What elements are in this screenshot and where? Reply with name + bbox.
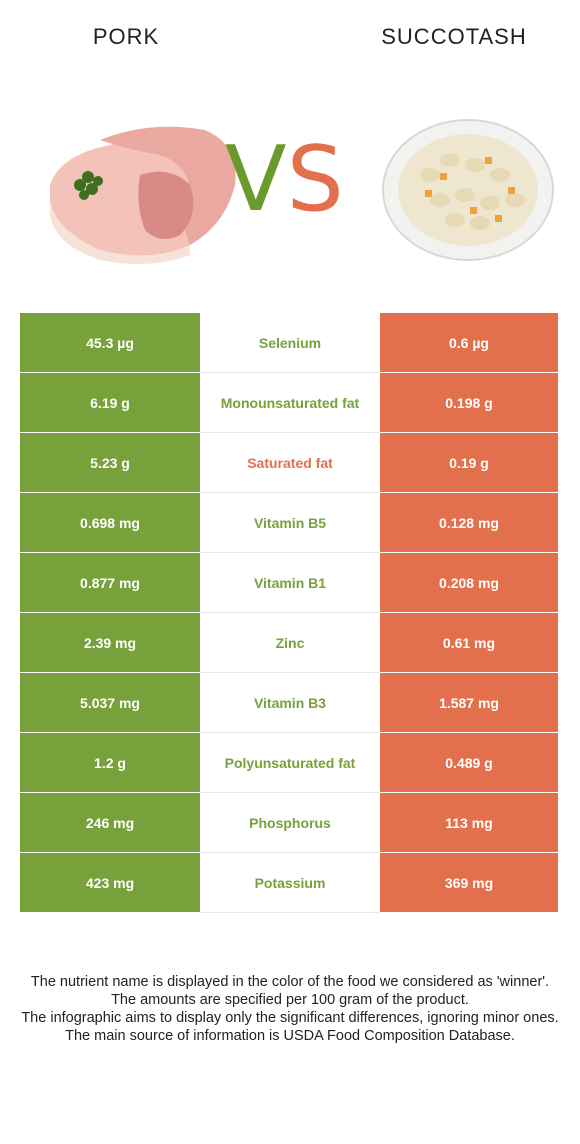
table-row: 2.39 mg Zinc 0.61 mg <box>20 612 558 673</box>
pork-value: 5.23 g <box>20 432 200 493</box>
pork-value: 0.877 mg <box>20 552 200 613</box>
table-row: 423 mg Potassium 369 mg <box>20 852 558 913</box>
vs-label: VS <box>225 135 344 225</box>
table-row: 45.3 µg Selenium 0.6 µg <box>20 313 558 373</box>
pork-value: 2.39 mg <box>20 612 200 673</box>
succotash-value: 0.208 mg <box>380 552 558 613</box>
succotash-value: 0.6 µg <box>380 313 558 373</box>
pork-chop-image <box>50 126 236 264</box>
succotash-value: 1.587 mg <box>380 672 558 733</box>
nutrient-name: Potassium <box>200 852 380 913</box>
succotash-value: 0.61 mg <box>380 612 558 673</box>
table-row: 0.698 mg Vitamin B5 0.128 mg <box>20 492 558 553</box>
succotash-value: 0.128 mg <box>380 492 558 553</box>
table-row: 0.877 mg Vitamin B1 0.208 mg <box>20 552 558 613</box>
nutrient-name: Selenium <box>200 313 380 373</box>
pork-value: 0.698 mg <box>20 492 200 553</box>
table-row: 6.19 g Monounsaturated fat 0.198 g <box>20 372 558 433</box>
pork-value: 6.19 g <box>20 372 200 433</box>
footer-line-1: The nutrient name is displayed in the co… <box>30 974 550 990</box>
nutrient-name: Phosphorus <box>200 792 380 853</box>
pork-value: 423 mg <box>20 852 200 913</box>
nutrient-comparison-table: 45.3 µg Selenium 0.6 µg 6.19 g Monounsaturat… <box>20 313 558 913</box>
table-row: 246 mg Phosphorus 113 mg <box>20 792 558 853</box>
vs-s: S <box>286 127 344 232</box>
footer-line-2: The amounts are specified per 100 gram o… <box>111 992 469 1008</box>
nutrient-name: Vitamin B3 <box>200 672 380 733</box>
succotash-plate-image <box>382 119 554 261</box>
table-row: 5.037 mg Vitamin B3 1.587 mg <box>20 672 558 733</box>
pork-title: PORK <box>92 24 160 49</box>
footer-notes: The nutrient name is displayed in the co… <box>10 973 570 1045</box>
table-row: 1.2 g Polyunsaturated fat 0.489 g <box>20 732 558 793</box>
footer-line-3: The infographic aims to display only the… <box>21 1010 559 1026</box>
footer-line-4: The main source of information is USDA F… <box>65 1028 515 1044</box>
nutrient-name: Saturated fat <box>200 432 380 493</box>
succotash-value: 369 mg <box>380 852 558 913</box>
vs-v: V <box>225 127 287 232</box>
succotash-value: 113 mg <box>380 792 558 853</box>
pork-value: 45.3 µg <box>20 313 200 373</box>
succotash-value: 0.198 g <box>380 372 558 433</box>
succotash-title: SUCCOTASH <box>381 24 527 49</box>
pork-value: 1.2 g <box>20 732 200 793</box>
nutrient-name: Vitamin B5 <box>200 492 380 553</box>
succotash-value: 0.489 g <box>380 732 558 793</box>
nutrient-name: Zinc <box>200 612 380 673</box>
table-row: 5.23 g Saturated fat 0.19 g <box>20 432 558 493</box>
nutrient-name: Vitamin B1 <box>200 552 380 613</box>
pork-value: 246 mg <box>20 792 200 853</box>
pork-value: 5.037 mg <box>20 672 200 733</box>
nutrient-name: Polyunsaturated fat <box>200 732 380 793</box>
nutrient-name: Monounsaturated fat <box>200 372 380 433</box>
succotash-value: 0.19 g <box>380 432 558 493</box>
